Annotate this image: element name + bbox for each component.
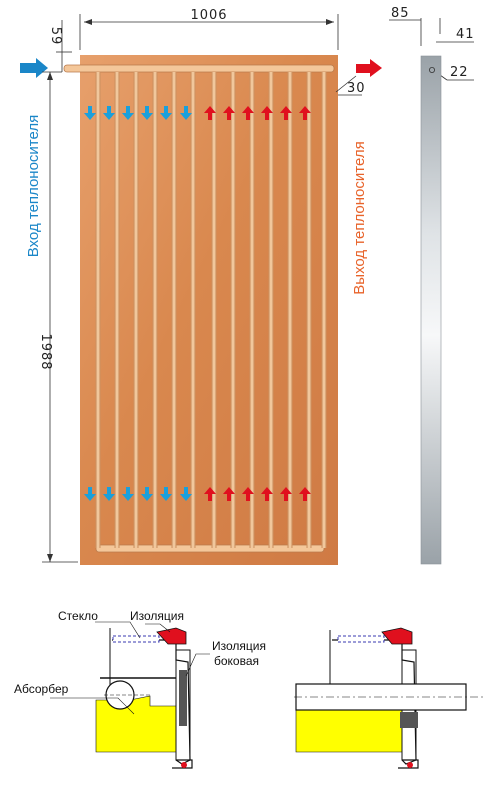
flow-up-arrow-icon bbox=[261, 487, 273, 501]
riser-tube bbox=[211, 72, 217, 548]
outlet-arrow-icon bbox=[356, 59, 382, 77]
section-detail-right bbox=[294, 627, 484, 769]
flow-up-arrow-icon bbox=[242, 106, 254, 120]
pipe-section-icon bbox=[428, 67, 435, 74]
flow-down-arrow-icon bbox=[141, 487, 153, 501]
riser-tube bbox=[190, 72, 196, 548]
riser-tube bbox=[268, 72, 274, 548]
riser-tube bbox=[306, 72, 312, 548]
insulation-block bbox=[95, 695, 177, 753]
flow-down-arrow-icon bbox=[180, 106, 192, 120]
flow-down-arrow-icon bbox=[160, 106, 172, 120]
riser-tube bbox=[152, 72, 158, 548]
flow-up-arrow-icon bbox=[223, 106, 235, 120]
absorber-plate bbox=[80, 55, 338, 565]
glass-layer bbox=[112, 635, 160, 643]
flow-arrows bbox=[84, 106, 311, 501]
dimension-arrowheads bbox=[47, 19, 334, 562]
flow-up-arrow-icon bbox=[223, 487, 235, 501]
section-detail-left bbox=[50, 621, 210, 769]
insulation-label: Изоляция bbox=[130, 609, 184, 623]
flow-up-arrow-icon bbox=[242, 487, 254, 501]
top-header-pipe bbox=[63, 64, 335, 73]
riser-tube bbox=[249, 72, 255, 548]
width-dimension: 1006 bbox=[190, 8, 227, 23]
side-insulation-label-line1: Изоляция bbox=[212, 639, 266, 653]
glass-layer-right bbox=[337, 635, 385, 643]
riser-tubes bbox=[95, 72, 327, 548]
riser-tube bbox=[321, 72, 327, 548]
riser-tube bbox=[95, 72, 101, 548]
side-profile bbox=[420, 55, 442, 565]
flow-up-arrow-icon bbox=[204, 106, 216, 120]
flow-up-arrow-icon bbox=[280, 487, 292, 501]
height-dimension: 1988 bbox=[38, 333, 53, 370]
glass-label: Стекло bbox=[58, 609, 98, 623]
depth-dimension: 85 bbox=[391, 6, 410, 21]
outlet-label: Выход теплоносителя bbox=[351, 141, 368, 294]
riser-tube bbox=[287, 72, 293, 548]
riser-tube bbox=[230, 72, 236, 548]
flow-down-arrow-icon bbox=[122, 487, 134, 501]
pipe-diameter-dimension: 22 bbox=[450, 65, 469, 80]
side-insulation-label-line2: боковая bbox=[214, 654, 259, 668]
flow-down-arrow-icon bbox=[141, 106, 153, 120]
absorber-panel bbox=[63, 55, 338, 565]
flow-up-arrow-icon bbox=[261, 106, 273, 120]
flow-up-arrow-icon bbox=[299, 487, 311, 501]
inlet-arrow-icon bbox=[20, 58, 48, 78]
seal-profile bbox=[156, 627, 187, 645]
side-offset-dimension: 30 bbox=[347, 81, 366, 96]
dimension-lines bbox=[42, 14, 474, 563]
flow-up-arrow-icon bbox=[204, 487, 216, 501]
inlet-label: Вход теплоносителя bbox=[25, 115, 42, 257]
flow-down-arrow-icon bbox=[84, 487, 96, 501]
flow-up-arrow-icon bbox=[280, 106, 292, 120]
flow-down-arrow-icon bbox=[103, 487, 115, 501]
flow-down-arrow-icon bbox=[103, 106, 115, 120]
flow-down-arrow-icon bbox=[84, 106, 96, 120]
seal-profile-right bbox=[381, 627, 413, 645]
flow-down-arrow-icon bbox=[160, 487, 172, 501]
riser-tube bbox=[114, 72, 120, 548]
top-offset-dimension: 59 bbox=[48, 27, 63, 46]
riser-tube bbox=[133, 72, 139, 548]
pipe-offset-dimension: 41 bbox=[456, 27, 475, 42]
riser-tube bbox=[171, 72, 177, 548]
side-insulation-block bbox=[179, 670, 187, 726]
insulation-block-right bbox=[295, 705, 403, 753]
flow-down-arrow-icon bbox=[180, 487, 192, 501]
absorber-label: Абсорбер bbox=[14, 682, 69, 696]
flow-down-arrow-icon bbox=[122, 106, 134, 120]
flow-up-arrow-icon bbox=[299, 106, 311, 120]
